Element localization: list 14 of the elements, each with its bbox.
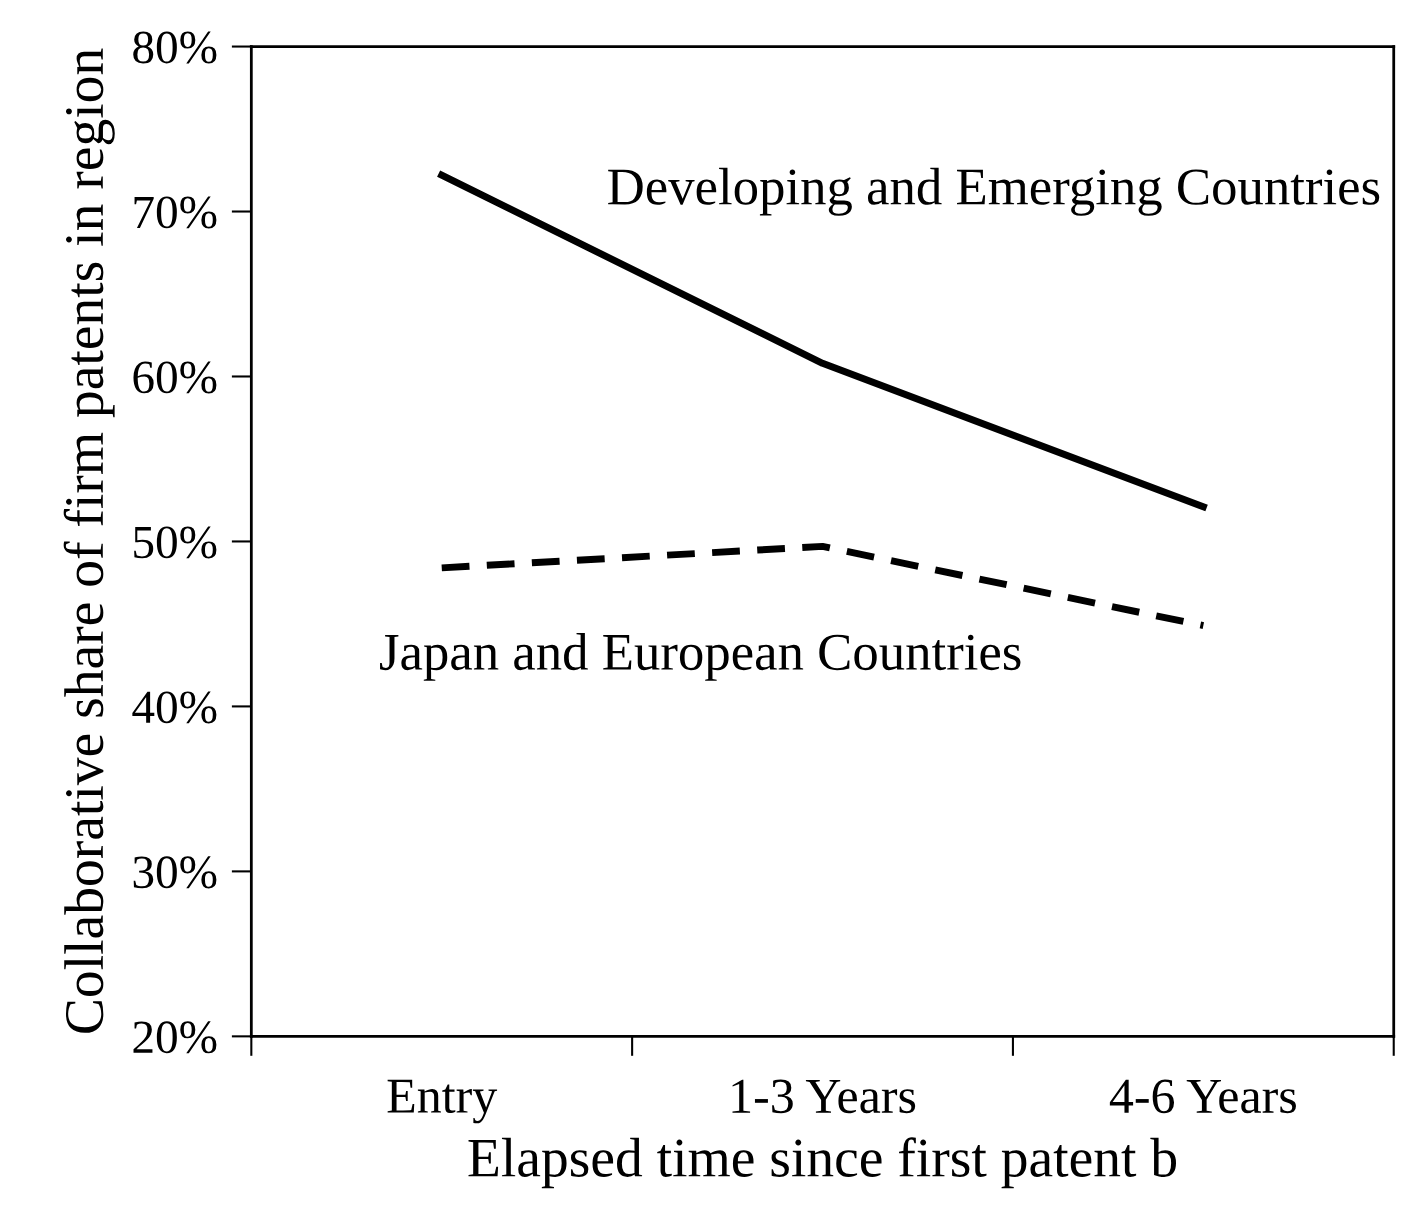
x-tick-label: Entry — [387, 1079, 498, 1124]
y-tick-label: 50% — [134, 526, 217, 559]
y-axis-title: Collaborative share of firm patents in region — [63, 48, 115, 1033]
series-label: Developing and Emerging Countries — [608, 167, 1380, 216]
x-tick-label: 1-3 Years — [732, 1079, 916, 1114]
x-axis-title: Elapsed time since first patent b — [468, 1137, 1177, 1189]
y-tick-label: 70% — [134, 196, 217, 229]
y-tick-label: 80% — [133, 31, 217, 64]
y-tick-label: 30% — [133, 856, 217, 889]
series-label: Japan and European Countries — [380, 633, 1021, 681]
y-tick-label: 20% — [133, 1021, 217, 1054]
y-tick-label: 40% — [132, 691, 217, 724]
x-tick-label: 4-6 Years — [1109, 1079, 1296, 1114]
y-tick-label: 60% — [133, 361, 217, 394]
